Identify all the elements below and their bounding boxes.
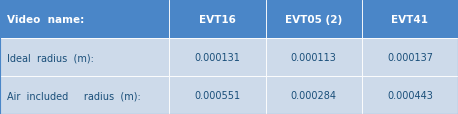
Bar bbox=[0, 39, 169, 76]
Bar bbox=[362, 0, 458, 39]
Text: 0.000551: 0.000551 bbox=[195, 90, 240, 100]
Bar bbox=[169, 39, 266, 76]
Text: Ideal  radius  (m):: Ideal radius (m): bbox=[7, 53, 94, 62]
Text: EVT16: EVT16 bbox=[199, 14, 236, 24]
Bar bbox=[266, 0, 362, 39]
Bar bbox=[266, 76, 362, 114]
Text: EVT05 (2): EVT05 (2) bbox=[285, 14, 342, 24]
Text: EVT41: EVT41 bbox=[392, 14, 428, 24]
Bar bbox=[169, 76, 266, 114]
Bar bbox=[266, 39, 362, 76]
Text: 0.000137: 0.000137 bbox=[387, 53, 433, 62]
Text: 0.000443: 0.000443 bbox=[387, 90, 433, 100]
Bar bbox=[0, 76, 169, 114]
Bar bbox=[0, 0, 169, 39]
Text: Video  name:: Video name: bbox=[7, 14, 84, 24]
Text: Air  included     radius  (m):: Air included radius (m): bbox=[7, 90, 141, 100]
Bar bbox=[169, 0, 266, 39]
Bar bbox=[362, 39, 458, 76]
Bar bbox=[362, 76, 458, 114]
Text: 0.000131: 0.000131 bbox=[195, 53, 240, 62]
Text: 0.000113: 0.000113 bbox=[291, 53, 337, 62]
Text: 0.000284: 0.000284 bbox=[291, 90, 337, 100]
